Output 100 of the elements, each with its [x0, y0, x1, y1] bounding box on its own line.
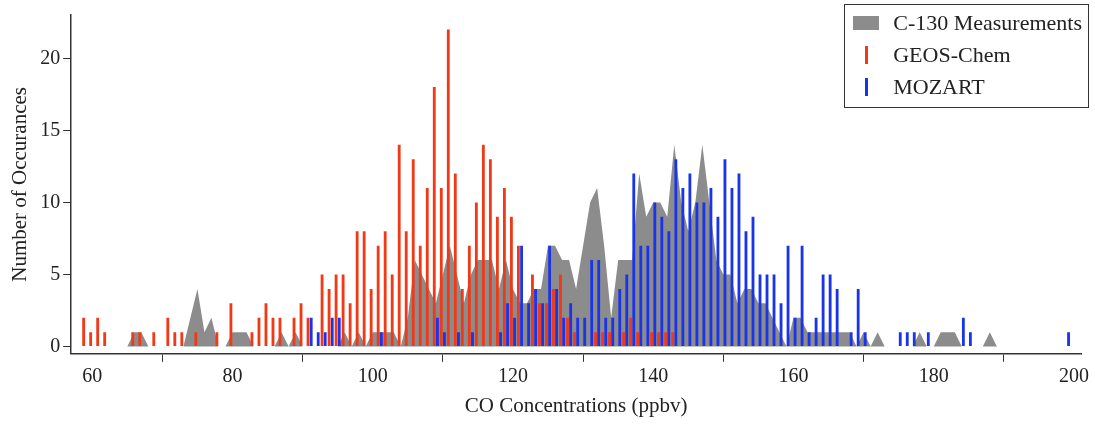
bar: [608, 332, 612, 347]
x-tick-label: 140: [638, 364, 669, 387]
bar: [552, 288, 555, 347]
bar: [671, 332, 675, 347]
y-tick-label: 5: [50, 261, 61, 284]
bar: [506, 303, 509, 347]
bar: [418, 245, 422, 347]
bar: [898, 332, 902, 347]
bar: [467, 245, 471, 347]
bar: [594, 332, 597, 347]
bar: [667, 231, 671, 347]
bar: [632, 173, 636, 347]
x-axis-title: CO Concentrations (ppbv): [464, 392, 688, 417]
bar: [566, 317, 569, 347]
bar: [709, 188, 713, 347]
legend-label: MOZART: [893, 73, 985, 101]
bar: [849, 332, 853, 347]
bar: [488, 159, 492, 347]
bar: [618, 288, 622, 347]
bar: [166, 317, 170, 347]
bar: [411, 159, 415, 347]
bar: [583, 317, 587, 347]
bar: [103, 332, 107, 347]
x-tick-label: 200: [1058, 364, 1089, 387]
bar: [457, 332, 460, 347]
bar: [96, 317, 100, 347]
bar: [629, 317, 633, 347]
bar: [968, 332, 972, 347]
bar: [555, 288, 559, 347]
legend-label: C-130 Measurements: [893, 9, 1082, 37]
bar: [390, 274, 394, 347]
x-tick-label: 180: [918, 364, 949, 387]
bar: [559, 274, 562, 347]
bar: [436, 317, 439, 347]
bar: [688, 173, 692, 347]
bar: [89, 332, 93, 347]
bar: [664, 332, 668, 347]
bar: [548, 245, 552, 347]
bar: [569, 303, 573, 347]
bar: [397, 144, 401, 347]
bar: [597, 260, 601, 347]
bar: [425, 188, 429, 347]
bar: [545, 303, 548, 347]
x-tick-label: 80: [222, 364, 243, 387]
bar: [82, 317, 86, 347]
bar: [541, 303, 545, 347]
bar: [590, 260, 594, 347]
bar: [180, 332, 184, 347]
bar: [622, 332, 626, 347]
bar: [674, 159, 678, 347]
bar: [912, 332, 916, 347]
bar: [173, 332, 177, 347]
bar: [611, 317, 615, 347]
bar: [138, 332, 142, 347]
bar: [807, 332, 811, 347]
bar: [348, 303, 352, 347]
x-tick-label: 160: [778, 364, 809, 387]
bar: [821, 274, 825, 347]
bar: [404, 231, 408, 347]
bar: [362, 231, 366, 347]
bar: [573, 332, 576, 347]
bar: [446, 29, 450, 347]
bar: [538, 303, 541, 347]
bar: [443, 332, 446, 347]
y-axis-title: Number of Occurances: [7, 87, 32, 282]
bar: [625, 274, 629, 347]
x-tick-label: 100: [357, 364, 388, 387]
x-tick-label: 60: [82, 364, 103, 387]
bar: [509, 216, 513, 347]
bar: [460, 288, 464, 347]
y-tick-label: 15: [40, 117, 61, 140]
legend-label: GEOS-Chem: [893, 41, 1011, 69]
bar: [432, 87, 436, 347]
bar: [355, 231, 359, 347]
bar: [327, 288, 331, 347]
bar: [835, 288, 839, 347]
bar: [337, 317, 341, 347]
bar: [636, 332, 640, 347]
bar: [814, 317, 818, 347]
bar: [471, 332, 474, 347]
bar: [334, 274, 338, 347]
x-tick-label: 120: [497, 364, 528, 387]
bar: [499, 332, 502, 347]
bar: [905, 332, 909, 347]
bar: [502, 188, 506, 347]
bar: [856, 288, 860, 347]
bar: [513, 317, 516, 347]
bar: [534, 288, 538, 347]
bar: [961, 317, 965, 347]
y-tick-label: 0: [50, 333, 61, 356]
bar: [453, 173, 457, 347]
bar: [383, 231, 387, 347]
bar: [152, 332, 156, 347]
bar: [323, 332, 327, 347]
bar: [828, 274, 832, 347]
bar: [215, 332, 219, 347]
bar: [604, 317, 608, 347]
bar: [131, 332, 135, 347]
y-tick-label: 20: [40, 45, 61, 68]
bar: [531, 274, 534, 347]
